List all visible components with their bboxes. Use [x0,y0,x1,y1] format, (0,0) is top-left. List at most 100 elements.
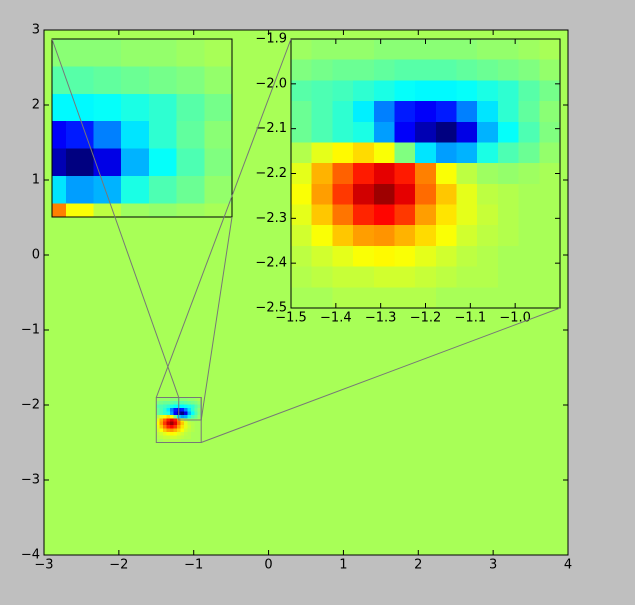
heat-cell [65,175,95,204]
heat-cell [52,203,67,217]
x-tick-label: −1.5 [275,311,307,326]
heat-cell [93,203,122,217]
heat-cell [353,204,375,226]
heat-cell [183,411,188,416]
heat-cell [373,163,395,185]
heat-cell [10,340,38,368]
heat-cell [373,39,395,61]
heat-cell [156,432,161,437]
heat-cell [456,225,478,247]
heat-cell [173,414,178,419]
heat-cell [176,121,205,150]
heat-cell [456,142,478,164]
heat-cell [190,425,195,430]
heat-cell [194,435,199,440]
plot-area [291,39,560,308]
y-tick-label: −2 [21,398,40,413]
heat-cell [291,59,313,81]
heat-cell [477,142,499,164]
heat-cell [170,435,175,440]
heat-cell [394,80,416,102]
heat-cell [0,203,11,231]
heat-cell [353,121,375,143]
heat-cell [197,435,202,440]
y-tick-label: −1 [21,323,40,338]
heat-cell [177,432,181,437]
heat-cell [291,287,313,308]
heat-cell [415,142,437,164]
x-tick-label: −1.0 [499,311,531,326]
heat-cell [166,400,171,405]
heat-cell [121,93,150,122]
zoom-connector [51,38,180,398]
heat-cell [121,66,150,95]
x-tick-label: −1 [184,558,203,573]
heat-cell [156,435,161,440]
heat-cell [394,245,416,268]
heat-cell [291,266,313,288]
heat-cell [65,39,95,67]
heat-cell [435,39,458,61]
heat-cell [353,163,375,185]
heat-cell [435,121,458,143]
heat-cell [435,287,458,308]
heat-cell [518,142,540,164]
heat-cell [197,411,202,416]
heat-cell [539,183,560,206]
heat-cell [435,183,458,206]
heat-cell [539,204,560,226]
heat-cell [10,121,38,149]
heat-cell [415,225,437,247]
heat-cell [148,39,178,67]
heat-cell [291,80,313,102]
heat-cell [166,421,171,426]
heat-cell [156,407,161,412]
heat-cell [197,432,202,437]
heat-cell [170,411,175,416]
heat-cell [148,93,178,122]
heat-cell [194,421,199,426]
heat-cell [456,183,478,206]
heat-cell [332,121,354,143]
heat-cell [65,148,95,177]
heat-cell [194,397,199,402]
heat-cell [539,245,560,268]
heat-cell [291,121,313,143]
heat-cell [204,148,232,177]
heat-cell [291,101,313,123]
heat-cell [194,425,199,430]
heat-cell [190,400,195,405]
heat-cell [173,404,178,409]
heat-cell [518,163,540,185]
heat-cell [180,414,185,419]
heat-cell [190,435,195,440]
heat-cell [166,411,171,416]
heat-cell [93,39,122,67]
heat-cell [194,404,199,409]
heat-cell [93,66,122,95]
heat-cell [190,397,195,402]
heat-cell [194,407,199,412]
heat-cell [435,101,458,123]
heat-cell [52,66,67,95]
heat-cell [518,225,540,247]
heat-cell [539,266,560,288]
heat-cell [456,204,478,226]
x-tick-label: 4 [564,558,572,573]
heat-cell [394,204,416,226]
heat-cell [163,425,168,430]
heat-cell [332,80,354,102]
heat-cell [373,287,395,308]
heat-cell [497,142,520,164]
heat-cell [197,428,202,433]
heat-cell [173,418,178,423]
heat-cell [173,397,178,402]
heat-cell [187,421,192,426]
heat-cell [173,425,178,430]
heat-cell [93,121,122,150]
heat-cell [194,414,199,419]
x-tick-label: −3 [34,558,53,573]
heat-cell [497,287,520,308]
heat-cell [65,203,95,217]
heat-cell [180,428,185,433]
